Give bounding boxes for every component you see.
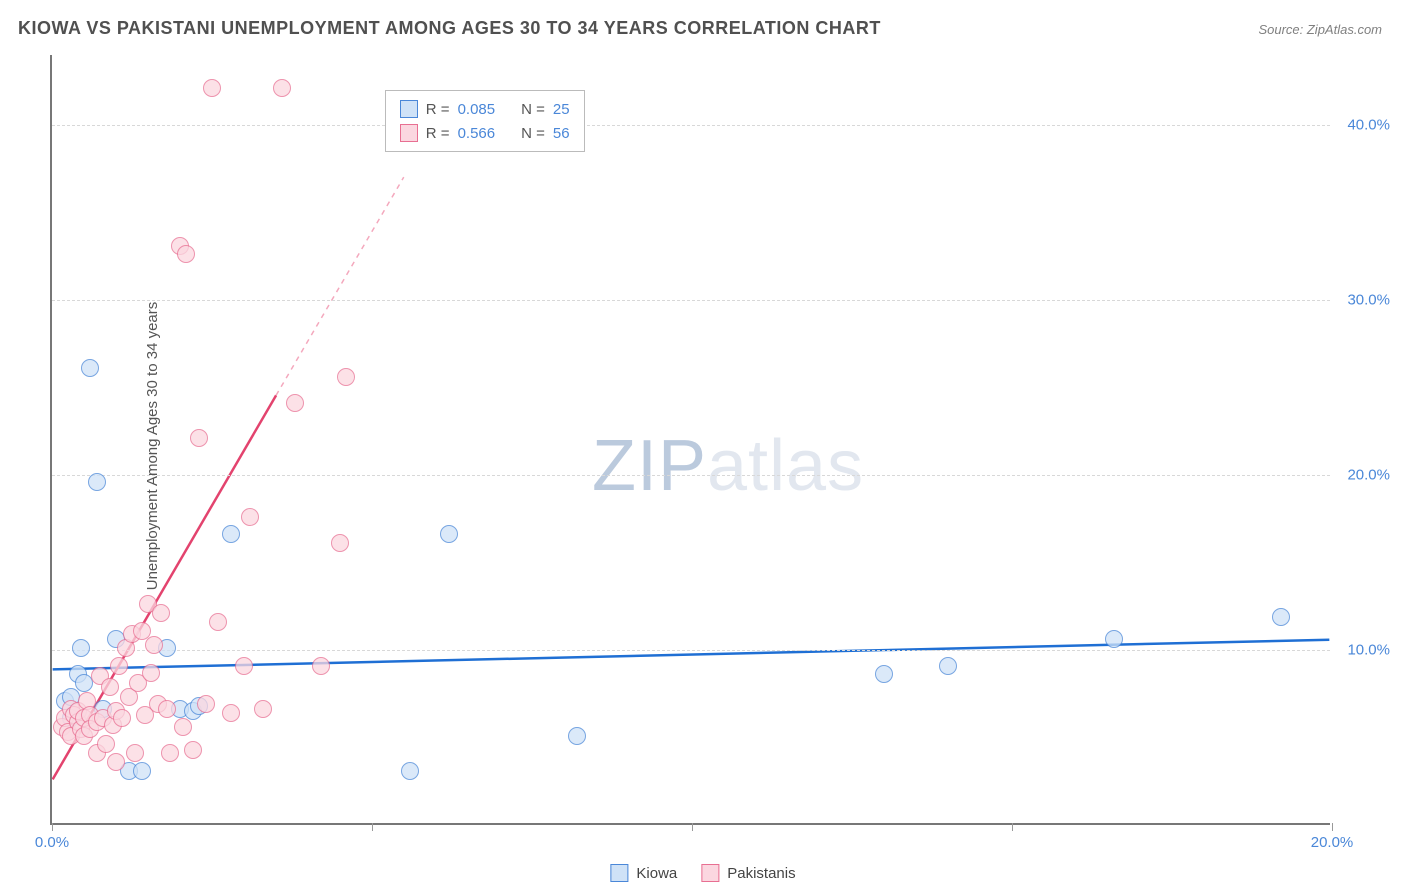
data-point (401, 762, 419, 780)
r-label: R = (426, 125, 450, 142)
y-tick-label: 20.0% (1335, 467, 1390, 484)
data-point (152, 604, 170, 622)
data-point (142, 664, 160, 682)
data-point (235, 657, 253, 675)
data-point (110, 657, 128, 675)
data-point (273, 79, 291, 97)
data-point (939, 657, 957, 675)
r-value: 0.566 (458, 125, 496, 142)
x-tick-mark (372, 823, 373, 831)
data-point (161, 744, 179, 762)
legend-swatch (701, 864, 719, 882)
y-tick-label: 10.0% (1335, 642, 1390, 659)
data-point (312, 657, 330, 675)
data-point (158, 700, 176, 718)
data-point (286, 394, 304, 412)
data-point (1105, 630, 1123, 648)
x-tick-mark (1012, 823, 1013, 831)
data-point (126, 744, 144, 762)
data-point (133, 762, 151, 780)
legend-item: Kiowa (610, 864, 677, 882)
data-point (203, 79, 221, 97)
chart-title: KIOWA VS PAKISTANI UNEMPLOYMENT AMONG AG… (18, 18, 881, 39)
data-point (1272, 608, 1290, 626)
data-point (177, 245, 195, 263)
gridline (52, 125, 1330, 126)
data-point (190, 429, 208, 447)
source-label: Source: ZipAtlas.com (1258, 22, 1382, 37)
r-value: 0.085 (458, 101, 496, 118)
legend-bottom: Kiowa Pakistanis (610, 864, 795, 882)
watermark: ZIPatlas (592, 425, 864, 507)
n-value: 25 (553, 101, 570, 118)
y-tick-label: 30.0% (1335, 292, 1390, 309)
data-point (568, 727, 586, 745)
legend-label: Kiowa (636, 865, 677, 882)
legend-label: Pakistanis (727, 865, 795, 882)
legend-stat-row: R = 0.566 N = 56 (400, 121, 570, 145)
data-point (145, 636, 163, 654)
data-point (101, 678, 119, 696)
data-point (222, 704, 240, 722)
n-label: N = (521, 125, 545, 142)
x-tick-mark (692, 823, 693, 831)
chart-container: KIOWA VS PAKISTANI UNEMPLOYMENT AMONG AG… (0, 0, 1406, 892)
data-point (184, 741, 202, 759)
data-point (107, 753, 125, 771)
data-point (88, 473, 106, 491)
legend-item: Pakistanis (701, 864, 795, 882)
gridline (52, 475, 1330, 476)
data-point (241, 508, 259, 526)
legend-stat-row: R = 0.085 N = 25 (400, 97, 570, 121)
r-label: R = (426, 101, 450, 118)
x-tick-mark (1332, 823, 1333, 831)
legend-swatch (400, 124, 418, 142)
x-tick-mark (52, 823, 53, 831)
data-point (113, 709, 131, 727)
x-tick-label: 0.0% (35, 834, 69, 851)
data-point (254, 700, 272, 718)
data-point (174, 718, 192, 736)
legend-swatch (400, 100, 418, 118)
data-point (222, 525, 240, 543)
legend-stats: R = 0.085 N = 25 R = 0.566 N = 56 (385, 90, 585, 152)
n-value: 56 (553, 125, 570, 142)
data-point (440, 525, 458, 543)
data-point (331, 534, 349, 552)
data-point (209, 613, 227, 631)
data-point (72, 639, 90, 657)
data-point (81, 359, 99, 377)
legend-swatch (610, 864, 628, 882)
n-label: N = (521, 101, 545, 118)
gridline (52, 300, 1330, 301)
data-point (337, 368, 355, 386)
data-point (97, 735, 115, 753)
plot-area: ZIPatlas 10.0%20.0%30.0%40.0%0.0%20.0%R … (50, 55, 1330, 825)
data-point (197, 695, 215, 713)
x-tick-label: 20.0% (1311, 834, 1354, 851)
data-point (875, 665, 893, 683)
gridline (52, 650, 1330, 651)
y-tick-label: 40.0% (1335, 117, 1390, 134)
